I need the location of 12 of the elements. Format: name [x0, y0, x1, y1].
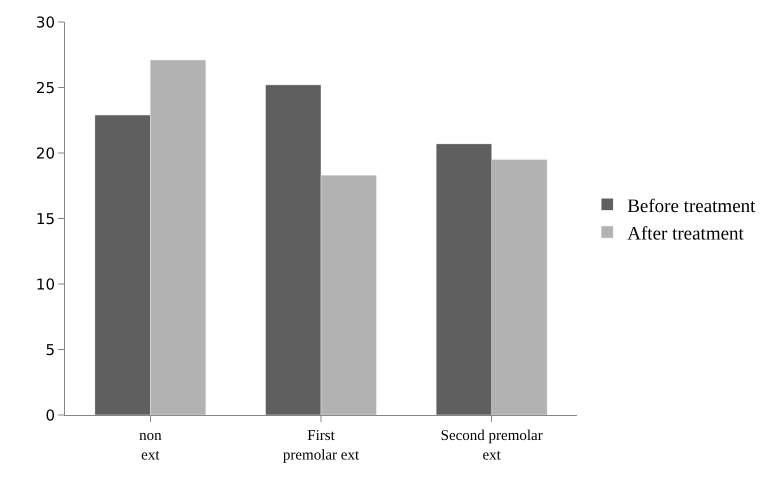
y-tick-label: 25: [36, 78, 55, 97]
x-tick-label: non ext: [139, 428, 162, 464]
y-tick-label: 15: [36, 210, 55, 228]
x-tick-label: First premolar ext: [282, 428, 360, 464]
y-tick-label: 30: [36, 13, 55, 32]
x-tick-label: Second premolar ext: [440, 428, 543, 464]
y-tick-label: 10: [36, 275, 55, 294]
legend-label: After treatment: [627, 223, 745, 244]
y-tick-label: 0: [45, 406, 55, 424]
y-tick-label: 5: [45, 340, 55, 359]
legend-label: Before treatment: [627, 196, 756, 217]
y-tick-label: 20: [36, 144, 55, 162]
